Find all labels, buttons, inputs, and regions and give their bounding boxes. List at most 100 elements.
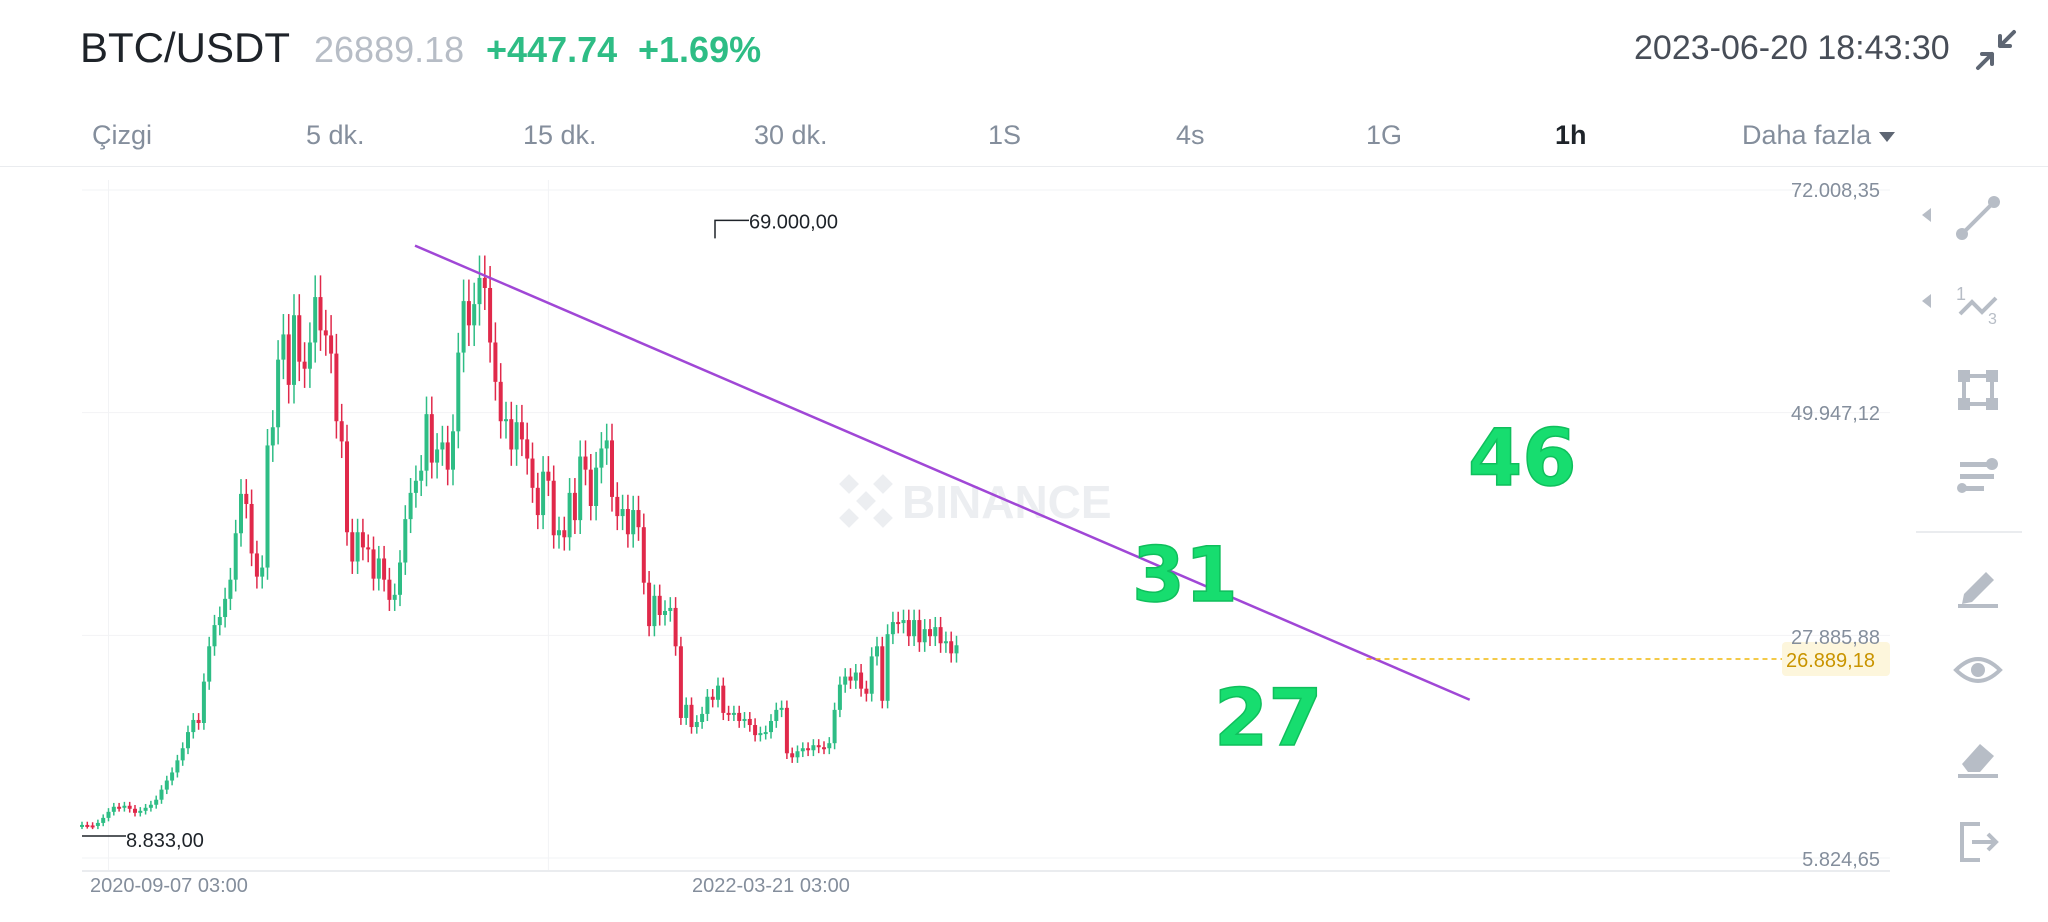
candle-body	[684, 704, 689, 718]
candle-body	[345, 441, 349, 533]
candle-body	[207, 646, 212, 682]
candle-body	[451, 431, 455, 470]
candle-body	[912, 620, 917, 637]
candle-body	[382, 558, 387, 580]
candle-body	[705, 696, 710, 714]
candle-body	[922, 629, 927, 643]
expand-arrow-icon[interactable]	[1922, 294, 1931, 308]
exit-icon	[1960, 822, 1999, 862]
candle-body	[482, 277, 487, 288]
candle-body	[784, 707, 789, 754]
more-menu[interactable]: Daha fazla	[1742, 120, 1896, 151]
candle-body	[217, 617, 222, 626]
collapse-button[interactable]	[1974, 28, 2018, 72]
candle-body	[170, 772, 175, 781]
pair-title[interactable]: BTC/USDT	[80, 24, 290, 71]
candle-body	[583, 456, 588, 470]
visibility-tool[interactable]	[1950, 642, 2006, 698]
indicators-tool[interactable]	[1950, 448, 2006, 504]
drawing-toolbar: 1 3	[1916, 190, 2048, 890]
fibonacci-tool[interactable]: 1 3	[1950, 276, 2006, 332]
candle-body	[917, 620, 922, 643]
candle-body	[101, 817, 106, 823]
tab-4h[interactable]: 4s	[1176, 120, 1205, 150]
candle-body	[700, 713, 705, 722]
eraser-tool[interactable]	[1950, 728, 2006, 784]
toolbar-divider	[1916, 531, 2022, 533]
trend-line[interactable]	[414, 244, 1471, 701]
candle-body	[122, 805, 127, 808]
candle-body	[827, 743, 832, 749]
trend-line-tool[interactable]	[1950, 190, 2006, 246]
price-change-percent: +1.69%	[638, 29, 762, 70]
candle-body	[763, 732, 768, 735]
pencil-icon	[1958, 572, 1998, 608]
candle-body	[954, 645, 959, 654]
tab-30m[interactable]: 30 dk.	[754, 120, 828, 150]
caret-down-icon	[1879, 131, 1896, 142]
candle-body	[859, 672, 864, 689]
y-tick-label: 27.885,88	[1791, 627, 1880, 649]
high-marker-label: 69.000,00	[749, 211, 838, 233]
candle-body	[371, 549, 376, 579]
candle-body	[737, 712, 742, 721]
watermark: BINANCE	[839, 474, 1112, 528]
candle-body	[419, 470, 424, 481]
more-label: Daha fazla	[1742, 120, 1872, 150]
candle-body	[610, 440, 614, 497]
trend-line-layer[interactable]	[414, 244, 1471, 701]
candle-body	[790, 753, 795, 758]
candle-body	[779, 707, 784, 710]
candle-body	[625, 509, 630, 535]
candle-body	[228, 579, 233, 599]
candle-body	[424, 414, 429, 471]
tab-5m[interactable]: 5 dk.	[306, 120, 365, 150]
tab-line[interactable]: Çizgi	[92, 120, 153, 150]
candle-body	[95, 822, 100, 826]
candle-body	[270, 427, 275, 446]
candle-body	[201, 681, 206, 724]
tab-15m[interactable]: 15 dk.	[523, 120, 597, 150]
candle-body	[398, 562, 402, 595]
candle-body	[811, 745, 816, 751]
candle-body	[186, 732, 190, 749]
candle-body	[461, 301, 466, 353]
annotation-number: 27	[1214, 674, 1323, 764]
candle-body	[366, 547, 371, 550]
candle-body	[339, 421, 344, 442]
candle-body	[795, 751, 800, 758]
candle-body	[138, 810, 143, 813]
plot-area	[82, 172, 1890, 872]
candle-body	[753, 725, 758, 736]
candle-body	[249, 503, 254, 554]
candle-body	[742, 718, 747, 721]
brush-tool[interactable]	[1950, 556, 2006, 612]
tab-1w[interactable]: 1h	[1555, 120, 1587, 150]
candle-body	[880, 646, 885, 701]
candle-body	[413, 480, 418, 493]
candle-body	[297, 315, 302, 362]
candle-body	[313, 297, 318, 343]
candle-body	[747, 718, 752, 726]
eye-icon	[1953, 657, 2003, 683]
candle-body	[652, 595, 657, 627]
svg-text:1: 1	[1956, 284, 1966, 304]
candle-body	[323, 330, 328, 336]
candle-body	[800, 748, 805, 752]
candle-body	[641, 527, 646, 583]
candle-body	[302, 361, 307, 369]
candle-body	[848, 676, 853, 681]
candle-body	[90, 825, 95, 828]
tab-1h[interactable]: 1S	[988, 120, 1022, 150]
candle-body	[472, 304, 477, 326]
candle-body	[233, 533, 238, 580]
candle-body	[567, 492, 572, 538]
candle-body	[694, 721, 699, 728]
exit-tool[interactable]	[1950, 814, 2006, 870]
candle-body	[477, 277, 482, 305]
candle-body	[806, 748, 811, 751]
tab-1d[interactable]: 1G	[1366, 120, 1403, 150]
expand-arrow-icon[interactable]	[1922, 208, 1931, 222]
rectangle-tool[interactable]	[1950, 362, 2006, 418]
